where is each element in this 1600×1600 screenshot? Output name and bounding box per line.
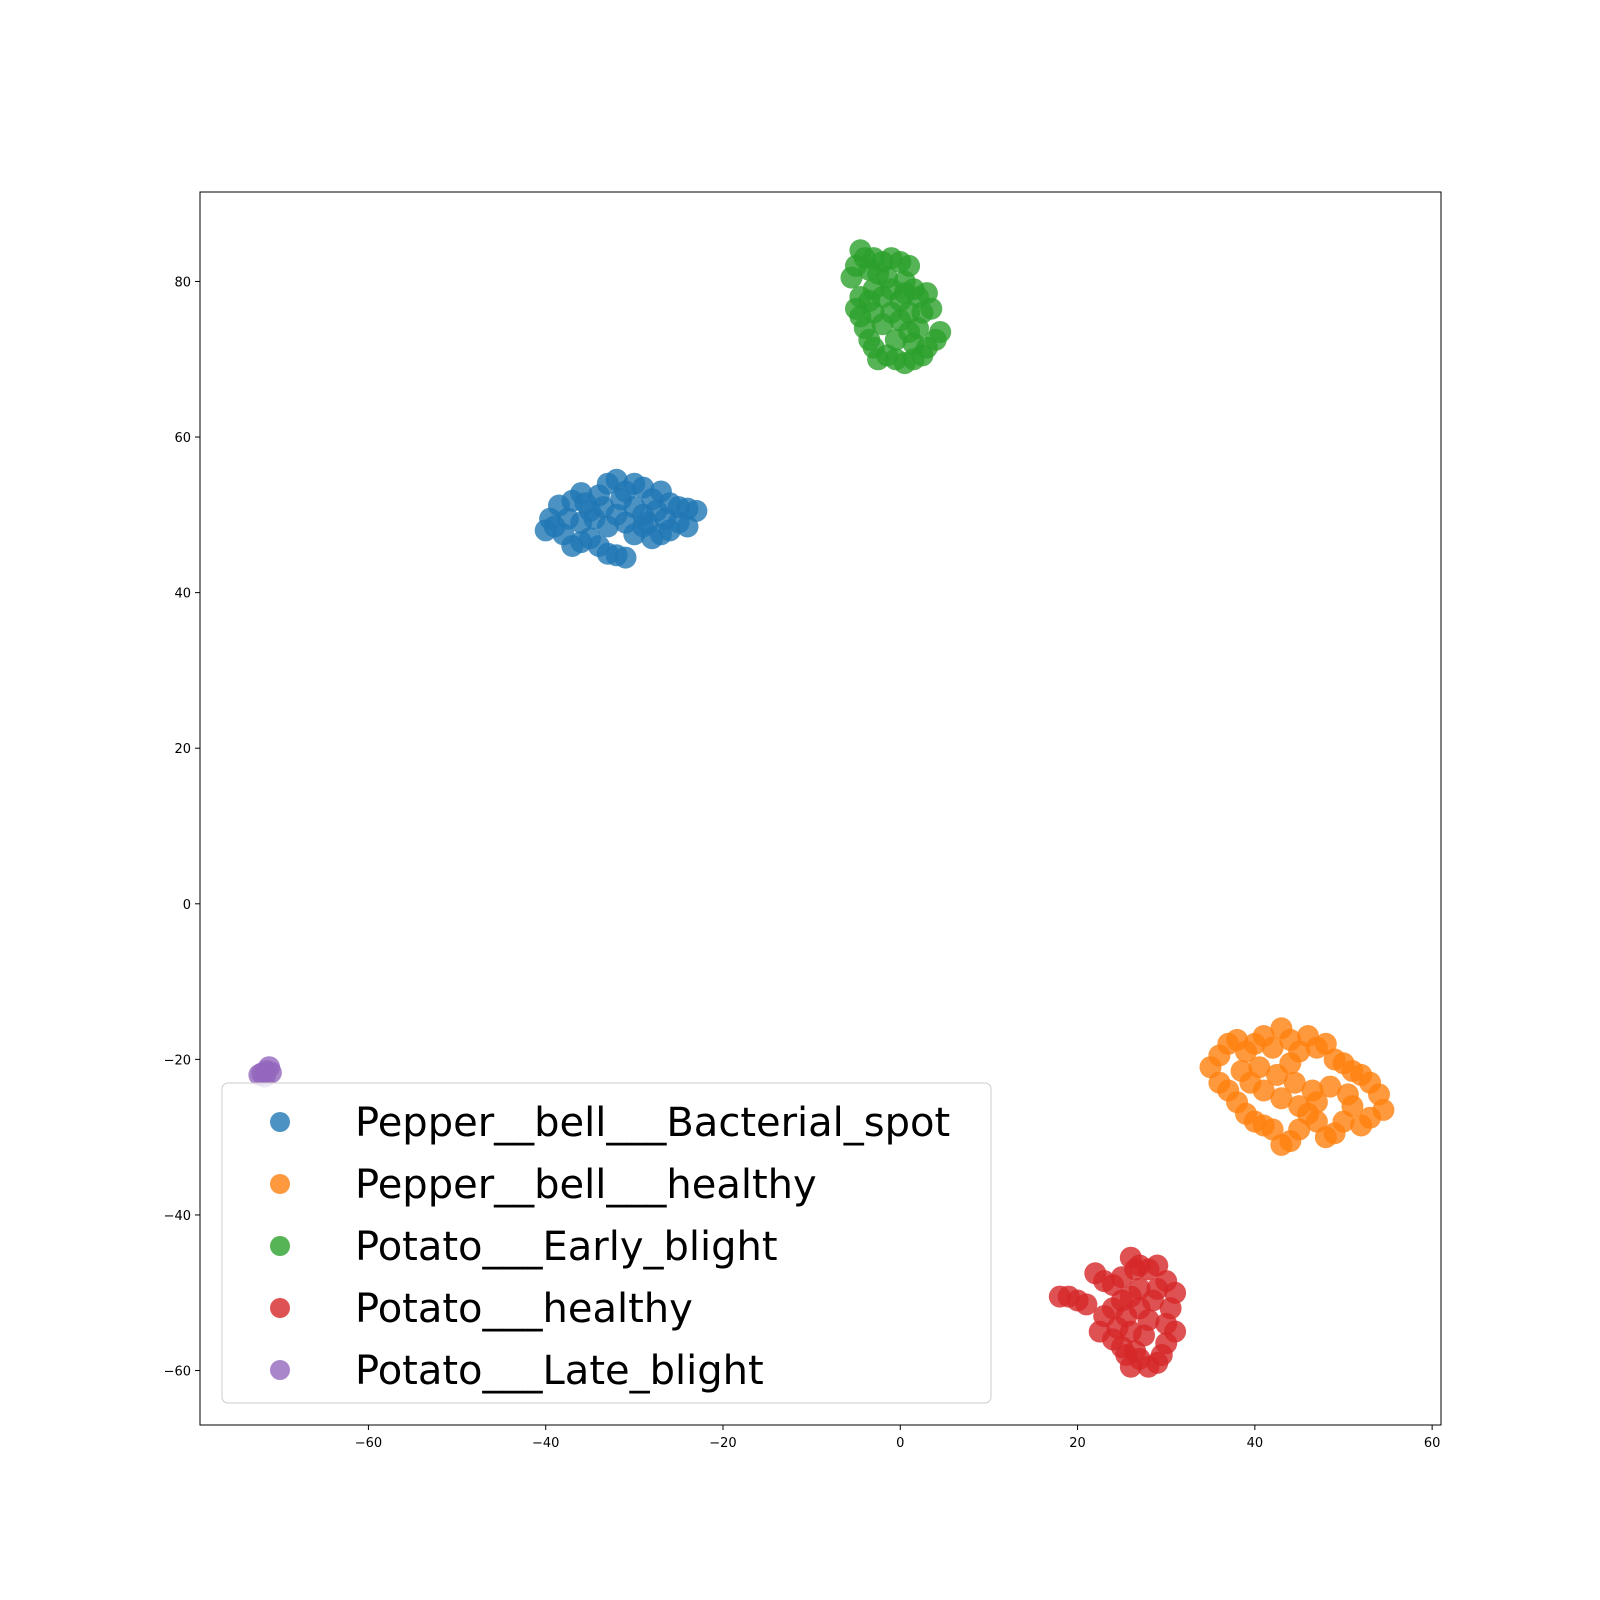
y-tick-label: 20 <box>174 742 191 757</box>
data-point <box>911 301 934 324</box>
y-tick-label: 40 <box>174 587 191 602</box>
data-point <box>592 496 615 519</box>
y-tick-label: −20 <box>164 1053 191 1068</box>
y-tick-label: −40 <box>164 1209 191 1224</box>
data-point <box>614 546 637 569</box>
plot-frame <box>199 191 1442 1426</box>
series-0 <box>534 468 708 569</box>
data-point <box>902 332 925 355</box>
data-point <box>858 289 881 312</box>
legend-label: Pepper__bell___healthy <box>355 1162 817 1208</box>
data-point <box>1115 1305 1138 1328</box>
legend-label: Potato___Late_blight <box>355 1348 764 1394</box>
series-4 <box>248 1056 282 1088</box>
y-tick-label: −60 <box>164 1365 191 1380</box>
y-tick-label: 60 <box>174 431 191 446</box>
data-point <box>1305 1091 1328 1114</box>
data-point <box>1279 1052 1302 1075</box>
data-point <box>1319 1075 1342 1098</box>
legend-box <box>221 1082 992 1404</box>
legend: Pepper__bell___Bacterial_spot Pepper__bel… <box>221 1082 992 1404</box>
y-tick-label: 80 <box>174 275 191 290</box>
data-point <box>1239 1071 1262 1094</box>
legend-label: Potato___Early_blight <box>355 1224 778 1270</box>
data-point <box>253 1065 276 1088</box>
data-point <box>636 511 659 534</box>
x-tick-label: −40 <box>532 1436 559 1451</box>
data-point <box>1336 1083 1359 1106</box>
x-tick-label: 20 <box>1069 1436 1086 1451</box>
data-point <box>1270 1087 1293 1110</box>
legend-marker <box>270 1112 290 1132</box>
series-3 <box>1048 1246 1187 1378</box>
series-2 <box>840 239 952 375</box>
series-1 <box>1199 1017 1395 1156</box>
legend-marker <box>270 1298 290 1318</box>
data-point <box>610 488 633 511</box>
data-point <box>1288 1095 1311 1118</box>
data-point <box>556 507 579 530</box>
axis-ticks: −60 −40 −20 0 20 40 60 −60 −40 −20 0 20 40 60 80 <box>164 275 1441 1451</box>
data-point <box>1088 1320 1111 1343</box>
x-tick-label: 0 <box>896 1436 904 1451</box>
legend-label: Potato___healthy <box>355 1286 693 1332</box>
legend-marker <box>270 1174 290 1194</box>
data-point <box>1075 1293 1098 1316</box>
legend-label: Pepper__bell___Bacterial_spot <box>355 1100 950 1146</box>
x-tick-label: −20 <box>709 1436 736 1451</box>
data-point <box>893 282 916 305</box>
data-point <box>1128 1277 1151 1300</box>
data-point <box>1208 1071 1231 1094</box>
data-point <box>884 328 907 351</box>
data-point <box>654 507 677 530</box>
data-point <box>876 266 898 289</box>
legend-marker <box>270 1236 290 1256</box>
data-point <box>1350 1114 1373 1137</box>
data-point <box>1261 1036 1284 1059</box>
data-point <box>1124 1340 1147 1363</box>
data-point <box>1146 1277 1169 1300</box>
x-tick-label: 40 <box>1247 1436 1264 1451</box>
points-layer <box>248 239 1395 1378</box>
x-tick-label: −60 <box>355 1436 382 1451</box>
y-tick-label: 0 <box>183 898 191 913</box>
x-tick-label: 60 <box>1424 1436 1441 1451</box>
data-point <box>1283 1071 1306 1094</box>
data-point <box>574 492 597 515</box>
legend-marker <box>270 1360 290 1380</box>
